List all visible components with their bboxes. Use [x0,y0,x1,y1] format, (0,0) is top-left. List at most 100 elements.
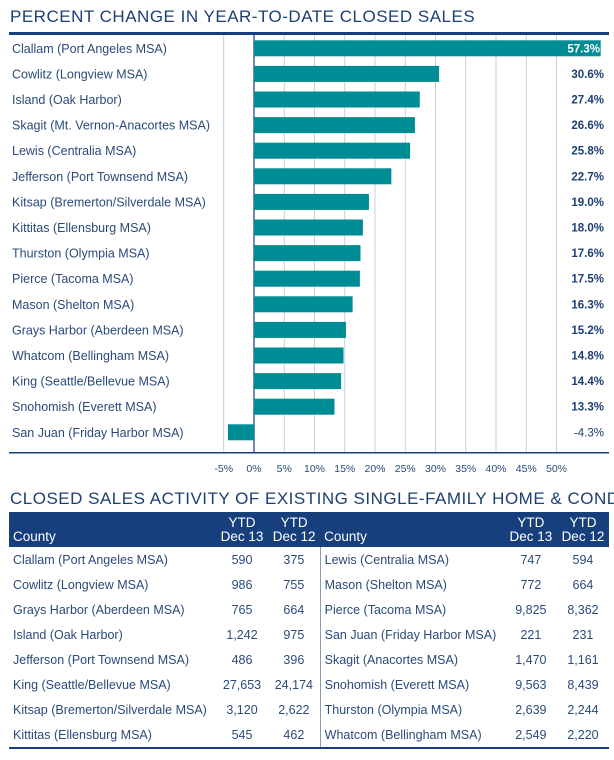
table-row: Clallam (Port Angeles MSA) 590 375 Lewis (C… [9,547,609,572]
bar [254,117,415,134]
cell-county: Snohomish (Everett MSA) [319,672,505,697]
cell-county: Kittitas (Ellensburg MSA) [13,727,152,742]
data-label: 25.8% [571,146,604,158]
bar [254,373,342,390]
category-label: King (Seattle/Bellevue MSA) [12,375,170,389]
data-label: 19.0% [571,197,604,209]
data-label: 17.6% [571,248,604,260]
category-label: Pierce (Tacoma MSA) [12,272,134,286]
cell-county: Cowlitz (Longview MSA) [13,577,149,592]
dec12-label: Dec 12 [272,529,316,544]
cell-county: Thurston (Olympia MSA) [319,697,505,722]
dec13-label: Dec 13 [220,529,264,544]
cell-ytd-dec13: 2,549 [515,727,547,742]
cell-county: Jefferson (Port Townsend MSA) [13,652,190,667]
category-label: Snohomish (Everett MSA) [12,400,157,414]
x-tick-label: 40% [485,463,506,475]
cell-ytd-dec13: 3,120 [226,702,258,717]
cell-ytd-dec13: 9,563 [515,677,547,692]
cell-ytd-dec12: 8,439 [567,677,599,692]
cell-ytd-dec13: 221 [520,627,542,642]
bar [227,424,254,441]
bar [254,347,344,364]
table-row: Grays Harbor (Aberdeen MSA) 765 664 Pierce … [9,597,609,622]
data-label: 30.6% [571,69,604,81]
col-ytd-dec13: YTD Dec 13 [215,512,269,547]
cell-ytd-dec13: 772 [520,577,542,592]
data-label: -4.3% [574,427,604,439]
cell-ytd-dec13: 986 [231,577,253,592]
table-row: Jefferson (Port Townsend MSA) 486 396 Skagi… [9,647,609,672]
ytd-label: YTD [569,515,597,530]
cell-ytd-dec12: 462 [283,727,305,742]
cell-county: Pierce (Tacoma MSA) [319,597,505,622]
cell-ytd-dec13: 747 [520,552,542,567]
category-label: Skagit (Mt. Vernon-Anacortes MSA) [12,119,210,133]
category-label: Mason (Shelton MSA) [12,298,134,312]
data-label: 27.4% [571,95,604,107]
cell-county: Grays Harbor (Aberdeen MSA) [13,602,185,617]
data-label: 13.3% [571,402,604,414]
cell-county: San Juan (Friday Harbor MSA) [319,622,505,647]
cell-county: Mason (Shelton MSA) [319,572,505,597]
data-label: 15.2% [571,325,604,337]
data-label: 18.0% [571,223,604,235]
table-row: Island (Oak Harbor) 1,242 975 San Juan (Fri… [9,622,609,647]
category-label: San Juan (Friday Harbor MSA) [12,426,184,440]
bar [254,142,411,159]
x-tick-label: 45% [516,463,537,475]
cell-county: Skagit (Anacortes MSA) [319,647,505,672]
x-tick-label: 30% [425,463,446,475]
bar [254,270,360,287]
x-tick-label: 15% [334,463,355,475]
ytd-label: YTD [517,515,545,530]
cell-ytd-dec12: 24,174 [274,677,313,692]
bar [254,40,601,57]
table-row: Cowlitz (Longview MSA) 986 755 Mason (Shelt… [9,572,609,597]
cell-ytd-dec12: 594 [572,552,594,567]
cell-ytd-dec12: 2,244 [567,702,599,717]
table-row: King (Seattle/Bellevue MSA) 27,653 24,174 S… [9,672,609,697]
bottom-rule [9,452,609,454]
x-tick-label: -5% [214,463,233,475]
bar [254,245,361,262]
col-ytd-dec13-2: YTD Dec 13 [504,512,557,547]
cell-ytd-dec12: 755 [283,577,305,592]
top-rule [9,32,609,35]
x-tick-label: 25% [395,463,416,475]
category-label: Lewis (Centralia MSA) [12,144,136,158]
cell-ytd-dec13: 545 [231,727,253,742]
category-label: Whatcom (Bellingham MSA) [12,349,169,363]
cell-county: Clallam (Port Angeles MSA) [13,552,168,567]
category-label: Kitsap (Bremerton/Silverdale MSA) [12,195,206,209]
x-tick-label: 0% [246,463,261,475]
closed-sales-table: County YTD Dec 13 YTD Dec 12 County YTD Dec… [9,512,609,749]
category-label: Island (Oak Harbor) [12,93,122,107]
cell-county: Lewis (Centralia MSA) [319,547,505,572]
category-label: Kittitas (Ellensburg MSA) [12,221,151,235]
data-label: 17.5% [571,274,604,286]
dec13-label: Dec 13 [509,529,553,544]
bar [254,398,335,415]
x-tick-label: 20% [364,463,385,475]
col-ytd-dec12-2: YTD Dec 12 [556,512,609,547]
table-row: Kittitas (Ellensburg MSA) 545 462 Whatcom (… [9,722,609,748]
ytd-label: YTD [228,515,256,530]
cell-ytd-dec13: 2,639 [515,702,547,717]
cell-ytd-dec12: 396 [283,652,305,667]
x-tick-label: 5% [277,463,292,475]
data-label: 26.6% [571,120,604,132]
x-tick-label: 50% [546,463,567,475]
cell-county: King (Seattle/Bellevue MSA) [13,677,171,692]
cell-ytd-dec12: 2,220 [567,727,599,742]
chart-title: PERCENT CHANGE IN YEAR-TO-DATE CLOSED SA… [10,7,476,26]
data-label: 22.7% [571,171,604,183]
cell-ytd-dec13: 486 [231,652,253,667]
data-label: 57.3% [567,43,600,55]
bar-chart: -5% 0% 5% 10% 15% 20% 25% 30% 35% 40% 45% 50% Clalla… [9,32,609,475]
category-label: Cowlitz (Longview MSA) [12,67,147,81]
table-row: Kitsap (Bremerton/Silverdale MSA) 3,120 2,… [9,697,609,722]
cell-ytd-dec12: 664 [572,577,594,592]
cell-ytd-dec12: 975 [283,627,305,642]
cell-ytd-dec12: 664 [283,602,305,617]
